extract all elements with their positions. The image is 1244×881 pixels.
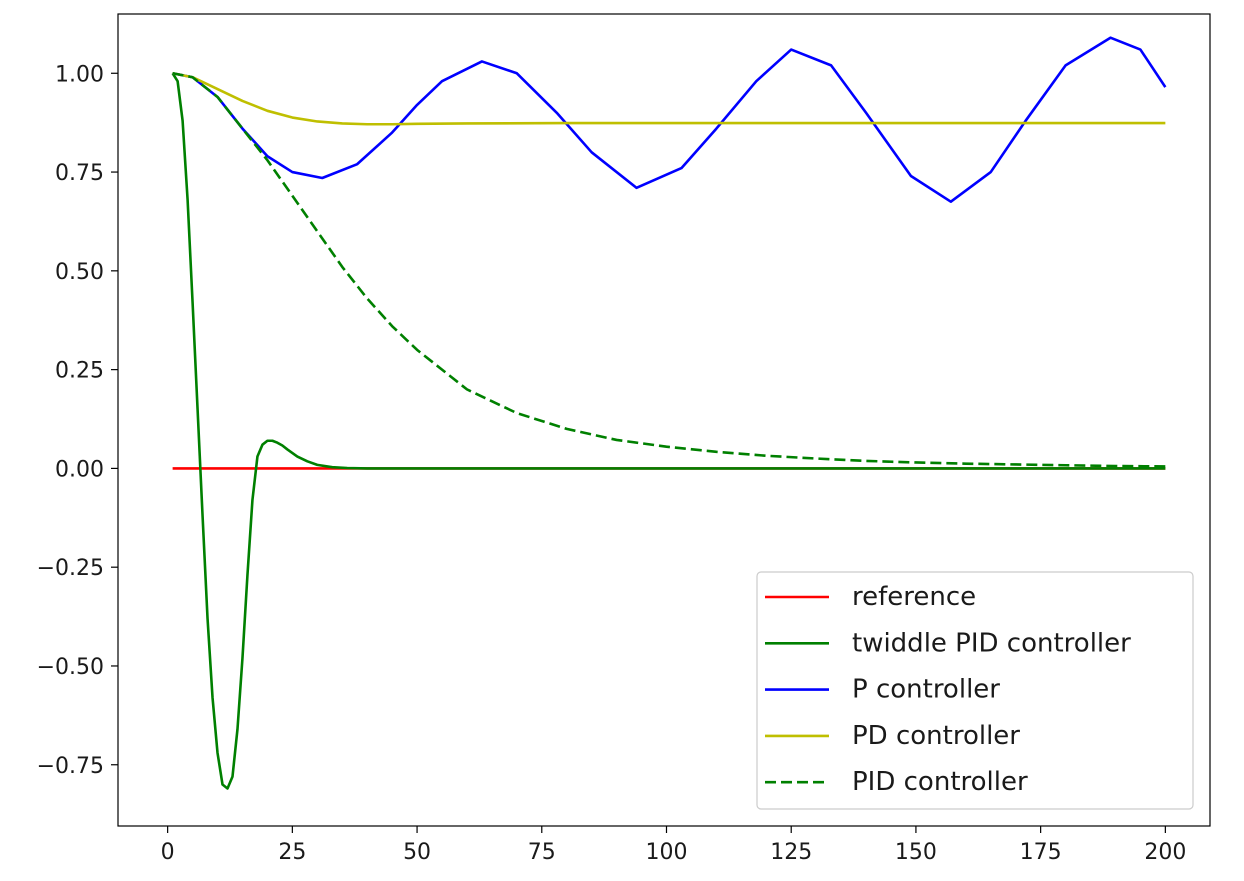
- series-line-3: [172, 71, 1166, 126]
- y-tick-label: 1.00: [55, 62, 104, 87]
- x-tick-label: 200: [1144, 840, 1186, 865]
- x-tick-label: 0: [161, 840, 175, 865]
- series-line-1: [171, 72, 1166, 790]
- legend-box: [756, 571, 1194, 810]
- series-line-4: [172, 71, 1166, 468]
- y-tick-label: 0.75: [55, 161, 104, 186]
- x-tick-label: 175: [1020, 840, 1062, 865]
- series-layer: [171, 36, 1167, 790]
- x-tick-label: 25: [278, 840, 306, 865]
- legend-label: PID controller: [852, 767, 1028, 797]
- y-tick-label: 0.00: [55, 457, 104, 482]
- x-tick-label: 75: [528, 840, 556, 865]
- legend-label: twiddle PID controller: [852, 628, 1131, 658]
- y-tick-label: 0.50: [55, 260, 104, 285]
- plot-frame: [117, 13, 1211, 827]
- legend-label: P controller: [852, 675, 1000, 705]
- series-line-2: [172, 36, 1167, 203]
- y-tick-label: −0.25: [37, 556, 104, 581]
- x-tick-label: 50: [403, 840, 431, 865]
- x-tick-label: 125: [770, 840, 812, 865]
- legend-label: PD controller: [852, 721, 1020, 751]
- y-tick-label: 0.25: [55, 359, 104, 384]
- y-tick-label: −0.50: [37, 655, 104, 680]
- y-tick-label: −0.75: [37, 754, 104, 779]
- legend-label: reference: [852, 582, 976, 612]
- legend: reference twiddle PID controller P control…: [756, 571, 1194, 810]
- axis-ticks: 0 25 50 75 100 125 150 175 200 −0.75 −0.50 −0.25 0.0…: [37, 62, 1187, 865]
- x-tick-label: 150: [895, 840, 937, 865]
- x-tick-label: 100: [645, 840, 687, 865]
